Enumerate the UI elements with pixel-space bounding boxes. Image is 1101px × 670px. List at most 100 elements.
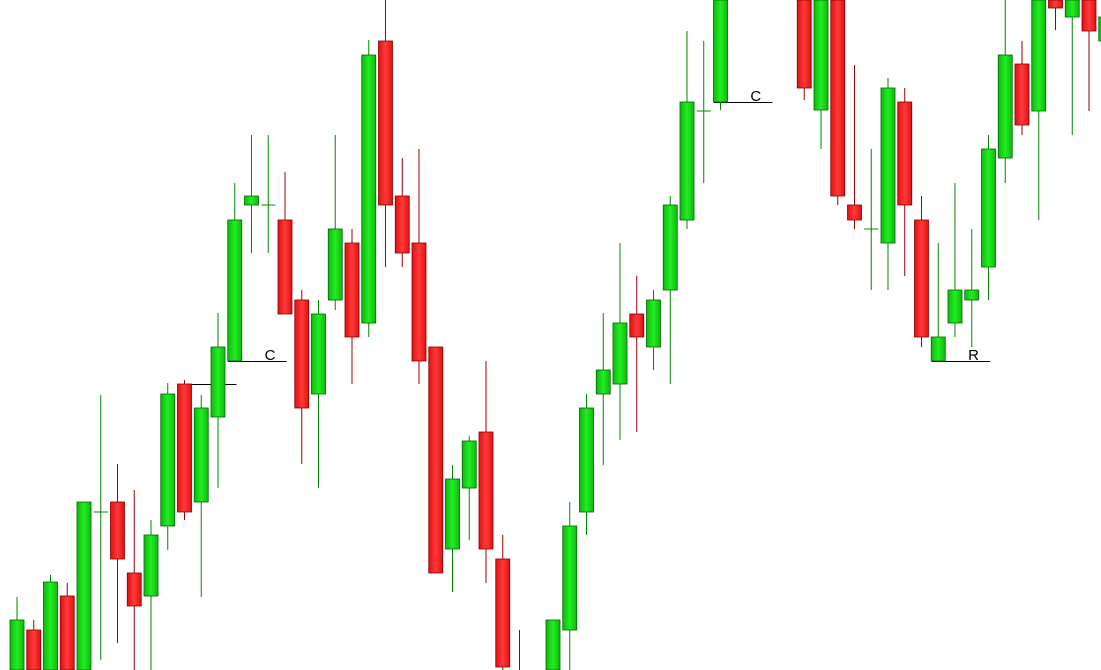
candle-39 [662,196,678,384]
candle-body [428,346,444,574]
candle-body [595,369,611,395]
candle-63 [1064,0,1080,135]
candle-body [579,407,594,513]
candle-body [344,242,360,338]
candle-61 [1031,0,1047,220]
candle-body [981,148,996,268]
candle-23 [394,158,410,267]
candle-body [847,204,862,221]
candle-body [478,431,494,550]
candle-65 [1098,16,1101,42]
candle-body [997,54,1013,159]
candle-body [461,440,477,489]
candle-body [177,383,192,513]
candle-body [1081,0,1097,32]
candle-9 [160,383,176,550]
candle-34 [579,394,594,535]
candle-56 [947,183,963,337]
candle-body [646,299,661,348]
candle-50 [847,65,862,229]
candle-body [1014,63,1030,126]
candle-body [9,619,25,670]
candle-17 [294,290,310,464]
candle-49 [830,0,846,205]
candle-37 [629,276,645,432]
candle-58 [981,135,996,300]
candle-12 [210,313,226,488]
candle-36 [612,243,628,440]
candle-body [26,629,42,670]
candle-51 [864,149,879,290]
candle-21 [361,40,377,337]
candle-body [897,101,913,206]
candle-body [110,501,125,560]
candle-42 [713,0,728,110]
candle-6 [110,464,125,643]
candle-38 [646,290,661,370]
candle-body [411,242,427,362]
candle-15 [261,135,276,253]
candle-body [930,336,946,362]
candle-body [378,40,393,206]
candle-body [495,558,511,668]
candle-body [294,299,310,409]
candle-4 [76,501,92,670]
candle-59 [997,0,1013,183]
candle-16 [277,172,293,315]
candle-64 [1081,0,1097,111]
candle-body [126,572,142,607]
candles [9,0,1101,670]
candle-18 [311,300,326,488]
candle-body [445,478,460,550]
candle-1 [26,620,42,670]
candle-53 [897,88,913,276]
candle-32 [545,619,561,670]
candle-body [227,219,243,362]
candle-body [914,219,929,338]
candle-body [713,0,728,103]
candle-body [796,0,812,89]
candle-0 [9,597,25,670]
candle-body [545,619,561,670]
candle-14 [244,135,259,253]
candle-41 [696,41,711,183]
candle-body [562,525,578,631]
candle-5 [93,395,108,660]
candle-body [880,87,896,244]
candle-10 [177,380,192,520]
candle-body [813,0,829,111]
candle-33 [562,502,578,670]
candle-26 [445,465,460,592]
candle-28 [478,361,494,583]
candle-40 [679,31,695,229]
candle-body [1064,0,1080,18]
candle-20 [344,229,360,384]
candle-body [311,313,326,395]
candle-22 [378,0,393,267]
candle-27 [461,436,477,540]
level-label: R [968,347,979,364]
level-label: C [265,347,276,364]
candle-body [76,501,92,670]
candle-11 [193,395,209,597]
candle-body [662,204,678,291]
level-label: C [750,88,761,105]
candle-body [612,322,628,385]
candle-body [1098,16,1101,42]
candle-57 [964,229,980,347]
candle-body [143,534,159,597]
candle-29 [495,535,511,670]
candle-body [830,0,846,197]
candle-55 [930,243,946,362]
candle-body [160,393,176,527]
candle-body [361,54,377,324]
candle-35 [595,313,611,465]
candle-19 [327,135,343,310]
candle-62 [1048,0,1063,30]
candle-body [1031,0,1047,112]
candle-24 [411,149,427,384]
candle-48 [813,0,829,149]
candle-body [947,289,963,324]
candle-47 [796,0,812,100]
candle-body [394,195,410,254]
